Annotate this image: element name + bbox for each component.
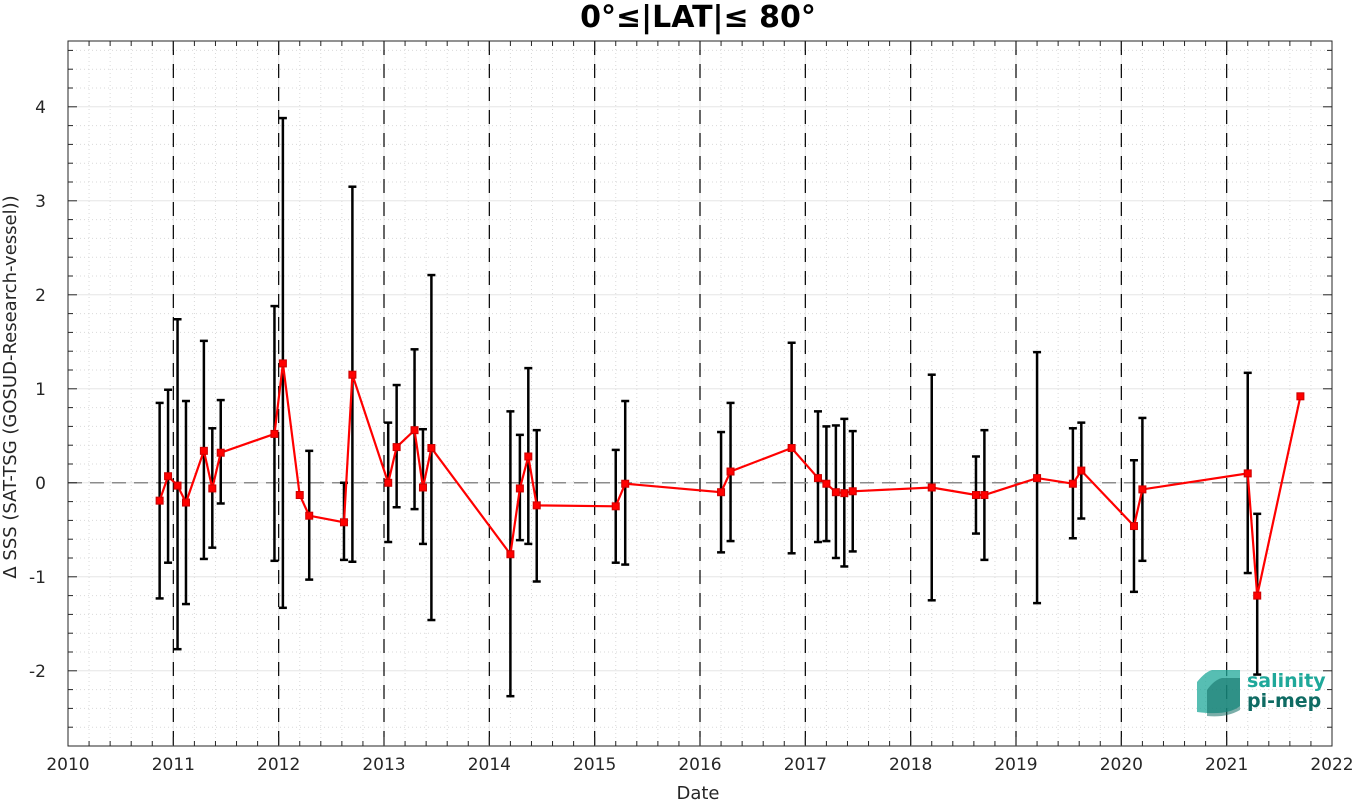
data-point-marker <box>848 487 857 496</box>
data-point-marker <box>1243 469 1252 478</box>
y-axis-label: Δ SSS (SAT-TSG (GOSUD-Research-vessel)) <box>0 195 21 578</box>
x-tick-label: 2019 <box>994 755 1037 775</box>
x-tick-label: 2020 <box>1100 755 1143 775</box>
data-point-marker <box>1129 522 1138 531</box>
data-point-marker <box>1077 466 1086 475</box>
x-tick-label: 2016 <box>678 755 721 775</box>
data-point-marker <box>813 474 822 483</box>
data-point-marker <box>611 502 620 511</box>
logo-wave-icon-inner <box>1207 678 1240 717</box>
y-tick-label: -1 <box>29 568 46 588</box>
x-tick-label: 2012 <box>257 755 300 775</box>
x-tick-label: 2010 <box>46 755 89 775</box>
x-tick-label: 2022 <box>1310 755 1353 775</box>
data-point-marker <box>532 501 541 510</box>
chart-title: 0°≤|LAT|≤ 80° <box>580 0 816 35</box>
x-tick-label: 2014 <box>468 755 511 775</box>
data-point-marker <box>155 496 164 505</box>
year-separators <box>172 41 1228 746</box>
data-point-marker <box>305 511 314 520</box>
y-tick-label: 1 <box>35 380 46 400</box>
logo-text-salinity: salinity <box>1247 670 1326 692</box>
y-tick-labels: -2 -1 0 1 2 3 4 <box>29 98 46 682</box>
data-point-marker <box>410 426 419 435</box>
data-point-marker <box>216 448 225 457</box>
x-tick-label: 2011 <box>152 755 195 775</box>
data-point-marker <box>1033 474 1042 483</box>
data-point-marker <box>164 472 173 481</box>
data-point-marker <box>173 481 182 490</box>
data-point-marker <box>339 518 348 527</box>
logo-text-pi-mep: pi-mep <box>1247 690 1321 712</box>
data-point-marker <box>270 429 279 438</box>
x-tick-label: 2017 <box>784 755 827 775</box>
data-point-marker <box>384 478 393 487</box>
data-point-marker <box>822 479 831 488</box>
y-tick-label: -2 <box>29 662 46 682</box>
data-point-marker <box>515 484 524 493</box>
data-point-marker <box>524 452 533 461</box>
data-point-marker <box>392 443 401 452</box>
x-tick-labels: 2010 2011 2012 2013 2014 2015 2016 2017 2018 2019… <box>46 755 1353 775</box>
data-point-marker <box>927 483 936 492</box>
data-point-marker <box>717 488 726 497</box>
data-point-marker <box>418 483 427 492</box>
data-point-marker <box>621 479 630 488</box>
x-tick-label: 2015 <box>573 755 616 775</box>
data-point-marker <box>1138 485 1147 494</box>
data-point-marker <box>980 491 989 500</box>
data-point-marker <box>348 370 357 379</box>
axis-ticks <box>67 41 1333 747</box>
data-point-marker <box>1068 479 1077 488</box>
salinity-pi-mep-logo: salinity pi-mep <box>1197 670 1326 717</box>
data-point-marker <box>427 444 436 453</box>
data-points <box>155 359 1305 600</box>
data-point-marker <box>506 550 515 559</box>
y-tick-label: 3 <box>35 192 46 212</box>
y-tick-label: 4 <box>35 98 46 118</box>
y-tick-label: 0 <box>35 474 46 494</box>
y-tick-label: 2 <box>35 286 46 306</box>
x-tick-label: 2018 <box>889 755 932 775</box>
x-tick-label: 2013 <box>362 755 405 775</box>
data-point-marker <box>208 484 217 493</box>
data-point-marker <box>278 359 287 368</box>
x-axis-label: Date <box>676 783 719 801</box>
data-point-marker <box>840 489 849 498</box>
data-point-marker <box>295 491 304 500</box>
data-point-marker <box>181 498 190 507</box>
x-tick-label: 2021 <box>1205 755 1248 775</box>
data-point-marker <box>787 444 796 453</box>
data-point-marker <box>726 467 735 476</box>
data-point-marker <box>831 488 840 497</box>
data-point-marker <box>1253 591 1262 600</box>
data-point-marker <box>199 446 208 455</box>
data-point-marker <box>1296 392 1305 401</box>
data-point-marker <box>971 491 980 500</box>
